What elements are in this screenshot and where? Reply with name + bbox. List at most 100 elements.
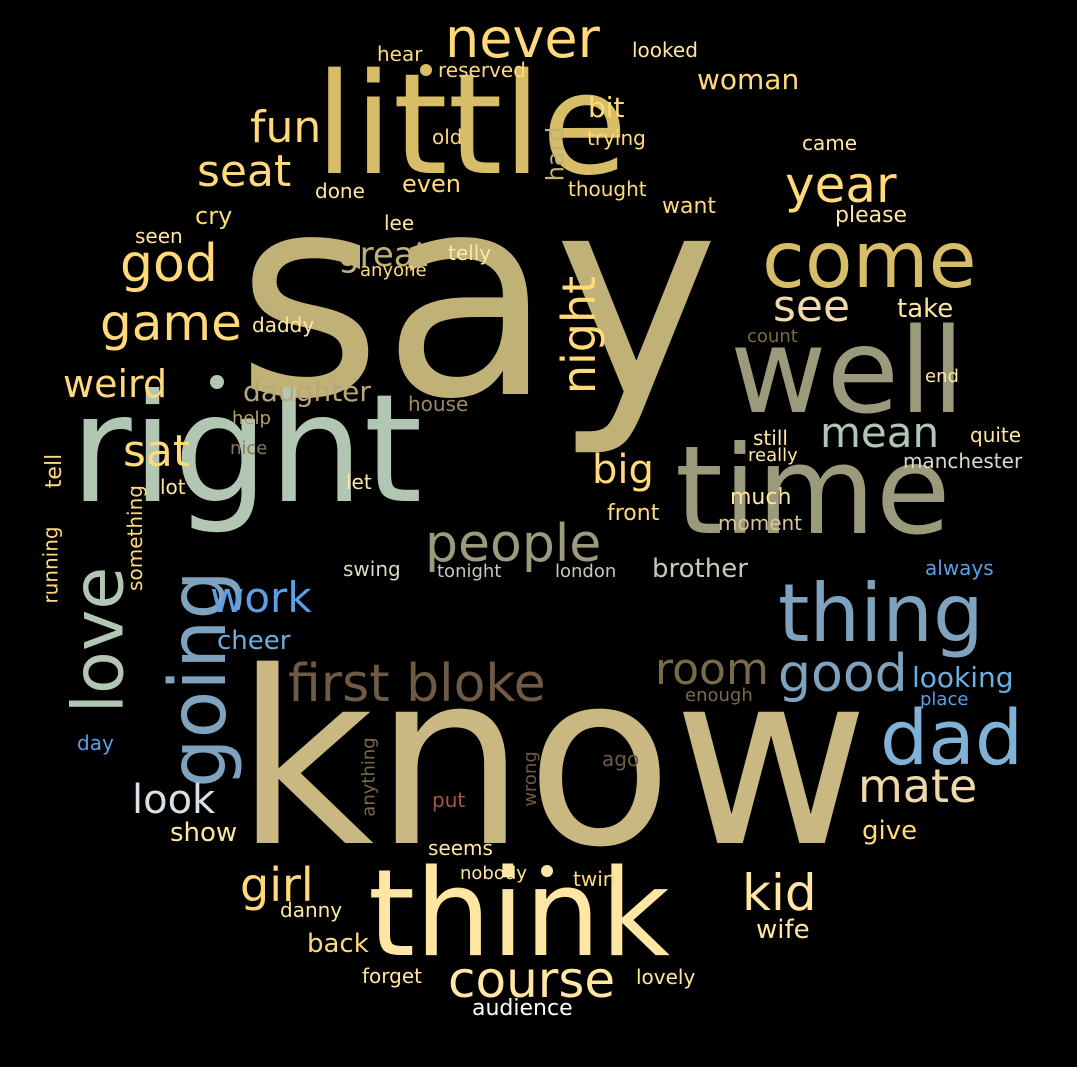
word-lee: lee <box>384 211 415 235</box>
word-good: good <box>778 644 908 704</box>
word-cry: cry <box>195 202 233 230</box>
word-enough: enough <box>685 685 753 706</box>
word-still: still <box>753 426 788 450</box>
word-put: put <box>432 788 466 812</box>
word-thing: thing <box>778 567 984 660</box>
word-lot: lot <box>160 475 186 499</box>
word-people: people <box>425 514 602 574</box>
word-anything: anything <box>358 737 380 817</box>
word-reserved: reserved <box>438 58 526 82</box>
word-end: end <box>925 366 959 387</box>
word-give: give <box>862 816 918 846</box>
word-place: place <box>920 689 969 710</box>
word-tonight: tonight <box>437 561 502 582</box>
word-nice: nice <box>230 438 268 459</box>
word-game: game <box>100 294 242 352</box>
word-came: came <box>802 131 858 155</box>
word-let: let <box>346 470 372 494</box>
word-daughter: daughter <box>243 375 371 408</box>
word-take: take <box>897 294 954 324</box>
word-always: always <box>925 556 994 580</box>
word-back: back <box>307 929 369 959</box>
word-dad: dad <box>880 693 1024 782</box>
word-lovely: lovely <box>636 965 696 989</box>
word-girl: girl <box>240 858 314 912</box>
word-looked: looked <box>632 38 698 62</box>
word-well: well <box>730 302 965 440</box>
word-front: front <box>607 501 660 526</box>
word-come: come <box>762 216 977 306</box>
word-quite: quite <box>970 423 1022 447</box>
word-forget: forget <box>362 964 422 988</box>
word-tell: tell <box>42 453 68 489</box>
word-time: time <box>675 420 951 562</box>
word-first-bloke: first bloke <box>288 654 546 714</box>
word-something: something <box>122 485 147 591</box>
word-hear: hear <box>377 42 423 66</box>
word-mate: mate <box>858 759 978 813</box>
word-please: please <box>835 203 908 228</box>
word-london: london <box>555 561 617 582</box>
word-much: much <box>730 485 792 510</box>
word-looking: looking <box>912 661 1014 694</box>
word-twin: twin <box>573 867 616 891</box>
word-manchester: manchester <box>903 449 1023 473</box>
word-ago: ago <box>602 747 640 771</box>
word-look: look <box>132 777 216 823</box>
word-telly: telly <box>448 241 492 265</box>
word-kid: kid <box>742 864 817 922</box>
word-woman: woman <box>697 63 800 96</box>
word-old: old <box>432 125 463 149</box>
word-great: great <box>338 235 428 275</box>
word-even: even <box>402 170 461 198</box>
word-help: help <box>232 408 271 429</box>
word-year: year <box>785 156 897 214</box>
dot-decoration <box>420 64 432 76</box>
word-never: never <box>445 7 600 70</box>
word-seen: seen <box>135 224 183 248</box>
word-wife: wife <box>756 915 810 945</box>
word-god: god <box>120 234 218 294</box>
word-swing: swing <box>343 557 401 581</box>
word-seems: seems <box>428 836 493 860</box>
word-daddy: daddy <box>252 313 315 337</box>
word-mean: mean <box>820 408 940 457</box>
word-course: course <box>448 951 616 1009</box>
word-done: done <box>315 179 365 203</box>
word-say: say <box>236 135 720 461</box>
word-day: day <box>77 731 114 755</box>
word-little: little <box>315 44 628 207</box>
dot-decoration <box>541 865 553 877</box>
word-really: really <box>748 445 798 466</box>
word-hard: hard <box>541 126 570 182</box>
word-want: want <box>662 194 717 219</box>
word-nobody: nobody <box>460 863 527 884</box>
word-show: show <box>170 818 238 848</box>
word-know: know <box>235 620 870 900</box>
word-bit: bit <box>588 91 625 124</box>
word-sat: sat <box>123 426 191 477</box>
word-danny: danny <box>280 898 343 922</box>
word-anyone: anyone <box>360 260 427 281</box>
word-fun: fun <box>250 102 322 153</box>
dot-decoration <box>210 375 224 389</box>
word-count: count <box>747 326 798 347</box>
word-right: right <box>70 363 423 537</box>
word-audience: audience <box>472 996 573 1021</box>
word-think: think <box>368 845 670 984</box>
word-moment: moment <box>718 511 803 535</box>
word-weird: weird <box>63 362 168 406</box>
word-trying: trying <box>587 126 646 150</box>
word-see: see <box>773 281 851 332</box>
word-thought: thought <box>568 177 647 201</box>
word-cheer: cheer <box>217 626 291 656</box>
word-room: room <box>655 644 769 695</box>
word-house: house <box>408 392 469 416</box>
word-brother: brother <box>652 554 748 584</box>
word-running: running <box>38 526 63 604</box>
word-seat: seat <box>197 146 292 197</box>
word-big: big <box>592 447 654 493</box>
word-wrong: wrong <box>519 751 541 807</box>
word-night: night <box>552 275 607 395</box>
